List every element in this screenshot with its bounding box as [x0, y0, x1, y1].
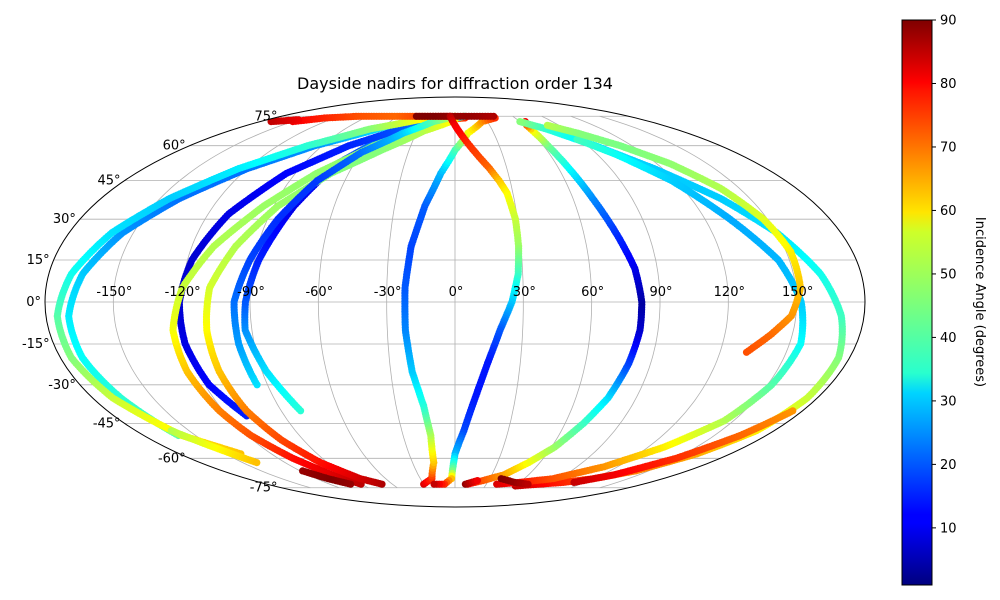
colorbar-label: Incidence Angle (degrees)	[972, 217, 987, 387]
longitude-tick-label: -120°	[165, 285, 201, 300]
data-point	[524, 480, 532, 488]
data-point	[299, 467, 307, 475]
longitude-tick-label: 120°	[714, 285, 745, 300]
latitude-tick-label: -60°	[158, 451, 186, 466]
colorbar-tick-label: 60	[940, 204, 957, 219]
data-points	[53, 112, 846, 490]
latitude-tick-label: 45°	[98, 174, 121, 189]
colorbar-tick-label: 50	[940, 267, 957, 282]
longitude-tick-label: 90°	[649, 285, 672, 300]
colorbar-tick-label: 90	[940, 14, 957, 29]
colorbar-tick-label: 40	[940, 331, 957, 346]
longitude-tick-labels: -150° -120° -90° -60° -30° 0° 30° 60° 90° 120° 150…	[96, 285, 813, 300]
data-point	[789, 407, 797, 415]
colorbar-tick-label: 20	[940, 458, 957, 473]
latitude-tick-label: 75°	[254, 109, 277, 124]
colorbar: 10 20 30 40 50 60 70 80 90 Incidence Angle (degr…	[901, 14, 987, 586]
data-point	[516, 118, 524, 126]
colorbar-ticks: 10 20 30 40 50 60 70 80 90	[932, 14, 957, 536]
colorbar-tick-label: 80	[940, 77, 957, 92]
longitude-tick-label: 30°	[513, 285, 536, 300]
colorbar-gradient	[901, 19, 933, 586]
latitude-tick-label: 30°	[53, 212, 76, 227]
longitude-tick-label: 0°	[449, 285, 464, 300]
data-point	[490, 112, 498, 120]
latitude-tick-label: -45°	[93, 416, 121, 431]
longitude-tick-label: -150°	[96, 285, 132, 300]
colorbar-tick-label: 10	[940, 521, 957, 536]
data-point	[543, 121, 552, 129]
longitude-tick-label: 60°	[581, 285, 604, 300]
data-point	[430, 480, 438, 488]
latitude-tick-label: -30°	[48, 378, 76, 393]
latitude-tick-label: -15°	[22, 337, 50, 352]
longitude-tick-label: -30°	[374, 285, 402, 300]
data-point	[473, 477, 481, 485]
latitude-tick-label: 15°	[27, 253, 50, 268]
chart-title: Dayside nadirs for diffraction order 134	[297, 74, 613, 93]
latitude-tick-label: 0°	[26, 295, 41, 310]
longitude-tick-label: 150°	[782, 285, 813, 300]
longitude-tick-label: -90°	[237, 285, 265, 300]
latitude-tick-label: 60°	[163, 139, 186, 154]
latitude-tick-label: -75°	[250, 481, 278, 496]
colorbar-tick-label: 30	[940, 394, 957, 409]
longitude-tick-label: -60°	[305, 285, 333, 300]
data-point	[253, 459, 261, 467]
colorbar-tick-label: 70	[940, 140, 957, 155]
